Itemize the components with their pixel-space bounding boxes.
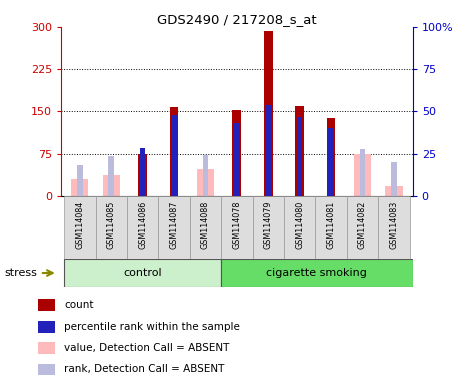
Bar: [347, 196, 378, 259]
Text: rank, Detection Call = ABSENT: rank, Detection Call = ABSENT: [64, 364, 225, 374]
Text: GSM114078: GSM114078: [232, 201, 242, 249]
Text: GSM114083: GSM114083: [389, 201, 398, 249]
Bar: [328, 128, 334, 196]
Bar: [103, 175, 120, 196]
Bar: [315, 196, 347, 259]
Text: count: count: [64, 300, 94, 310]
Bar: [385, 186, 402, 196]
Bar: [327, 118, 335, 196]
Bar: [264, 31, 272, 196]
Bar: [203, 155, 208, 196]
Text: GSM114088: GSM114088: [201, 201, 210, 249]
Text: GSM114085: GSM114085: [107, 201, 116, 249]
Bar: [38, 300, 55, 311]
Bar: [234, 122, 240, 196]
Bar: [38, 321, 55, 333]
Bar: [354, 154, 371, 196]
Text: GSM114087: GSM114087: [169, 201, 179, 249]
Text: value, Detection Call = ABSENT: value, Detection Call = ABSENT: [64, 343, 230, 353]
Bar: [127, 196, 159, 259]
Bar: [64, 196, 96, 259]
Bar: [38, 364, 55, 375]
Bar: [64, 259, 221, 287]
Bar: [252, 196, 284, 259]
Bar: [360, 149, 365, 196]
Text: GSM114079: GSM114079: [264, 201, 273, 250]
Bar: [38, 342, 55, 354]
Bar: [77, 165, 83, 196]
Text: stress: stress: [5, 268, 38, 278]
Bar: [138, 154, 147, 196]
Bar: [295, 106, 304, 196]
Bar: [284, 196, 315, 259]
Bar: [221, 259, 413, 287]
Text: GSM114084: GSM114084: [76, 201, 84, 249]
Text: GSM114086: GSM114086: [138, 201, 147, 249]
Bar: [197, 169, 214, 196]
Title: GDS2490 / 217208_s_at: GDS2490 / 217208_s_at: [157, 13, 317, 26]
Bar: [71, 179, 89, 196]
Text: GSM114080: GSM114080: [295, 201, 304, 249]
Bar: [265, 104, 271, 196]
Bar: [108, 156, 114, 196]
Bar: [233, 110, 241, 196]
Bar: [170, 108, 178, 196]
Text: GSM114081: GSM114081: [326, 201, 335, 249]
Text: control: control: [123, 268, 162, 278]
Bar: [221, 196, 252, 259]
Bar: [297, 117, 303, 196]
Text: cigarette smoking: cigarette smoking: [266, 268, 367, 278]
Bar: [140, 148, 145, 196]
Bar: [159, 196, 190, 259]
Text: percentile rank within the sample: percentile rank within the sample: [64, 322, 240, 332]
Bar: [391, 162, 397, 196]
Bar: [190, 196, 221, 259]
Text: GSM114082: GSM114082: [358, 201, 367, 249]
Bar: [171, 115, 177, 196]
Bar: [96, 196, 127, 259]
Bar: [378, 196, 409, 259]
